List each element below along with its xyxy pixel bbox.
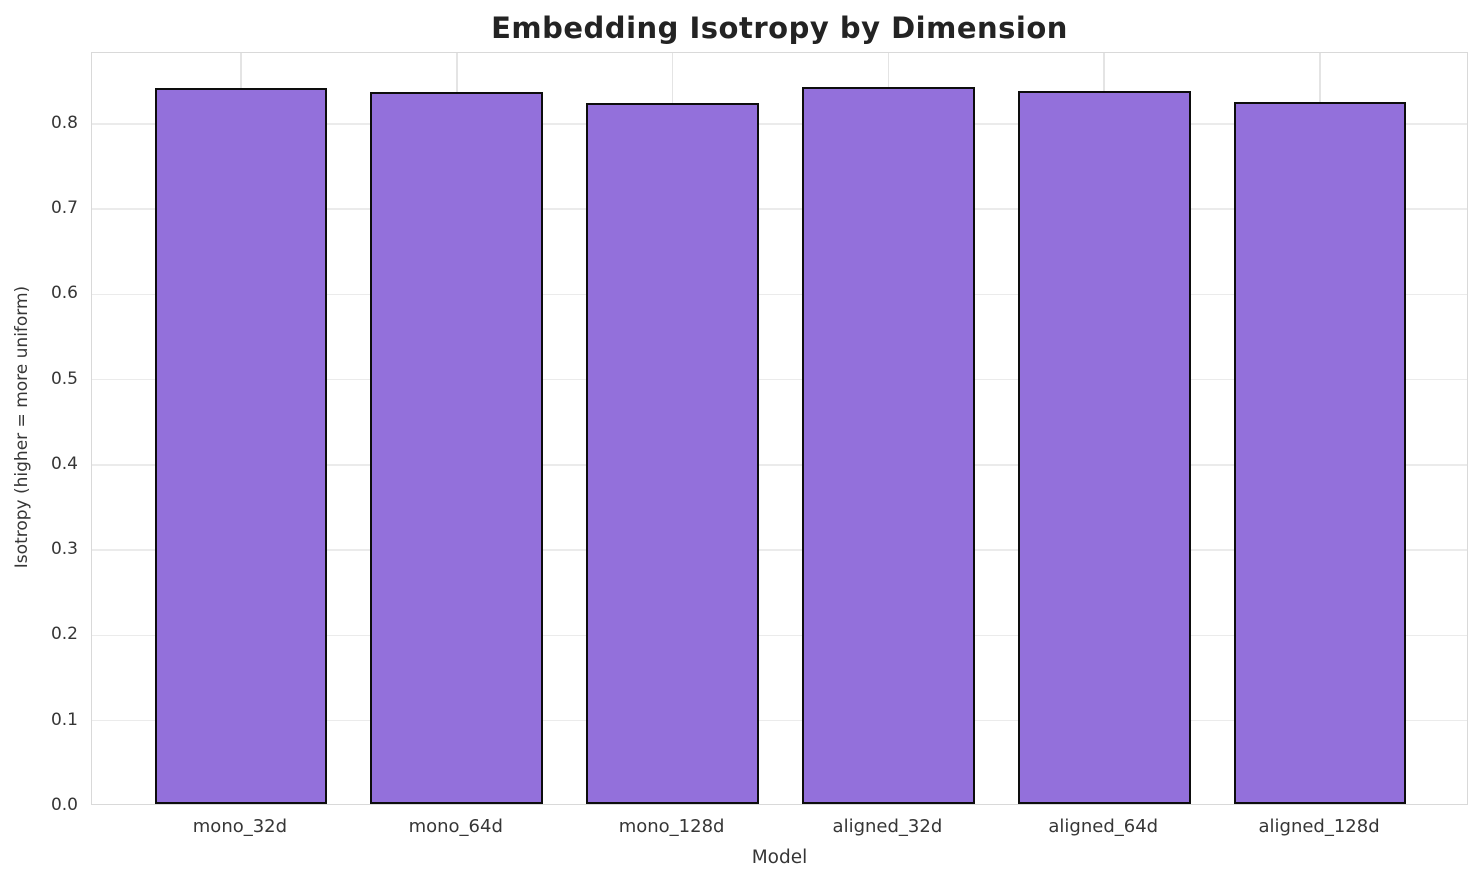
y-tick-label: 0.5 — [50, 368, 78, 389]
gridline-horizontal — [92, 719, 1467, 722]
y-tick-label: 0.0 — [50, 795, 78, 815]
x-tick-label: mono_32d — [192, 816, 288, 837]
bar-aligned_64d — [1017, 91, 1191, 804]
bar-mono_32d — [154, 87, 328, 804]
x-tick-label: mono_128d — [618, 816, 725, 837]
bar-aligned_32d — [802, 86, 975, 804]
y-tick-label: 0.4 — [50, 453, 78, 474]
y-tick-label: 0.1 — [50, 709, 78, 730]
gridline-horizontal — [92, 378, 1467, 381]
y-tick-label: 0.6 — [50, 283, 78, 304]
bar-mono_64d — [370, 91, 544, 804]
x-axis-label: Model — [751, 847, 808, 868]
chart-title: Embedding Isotropy by Dimension — [491, 11, 1068, 45]
plot-area — [91, 52, 1468, 805]
gridline-horizontal — [92, 208, 1467, 210]
gridline-horizontal — [92, 549, 1467, 551]
bar-mono_128d — [586, 103, 759, 804]
bar-aligned_128d — [1233, 102, 1407, 804]
gridline-horizontal — [92, 634, 1467, 637]
gridline-horizontal — [92, 464, 1467, 466]
x-tick-label: aligned_32d — [832, 816, 943, 837]
y-tick-label: 0.8 — [50, 112, 78, 133]
y-tick-label: 0.2 — [50, 624, 78, 645]
y-tick-label: 0.7 — [50, 198, 78, 219]
x-tick-label: aligned_64d — [1048, 816, 1159, 837]
gridline-horizontal — [92, 293, 1467, 296]
x-tick-label: aligned_128d — [1258, 816, 1380, 837]
x-tick-label: mono_64d — [408, 816, 503, 837]
y-axis-label: Isotropy (higher = more uniform) — [12, 285, 32, 569]
y-tick-label: 0.3 — [50, 539, 78, 560]
gridline-horizontal — [92, 123, 1467, 125]
